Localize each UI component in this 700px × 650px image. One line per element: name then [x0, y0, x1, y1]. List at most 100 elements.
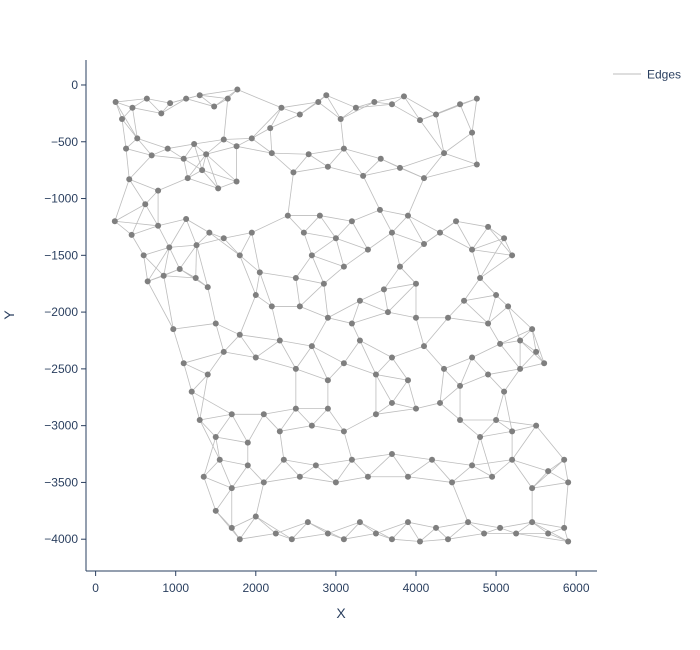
- graph-node[interactable]: [236, 252, 243, 259]
- graph-node[interactable]: [144, 278, 151, 285]
- graph-node[interactable]: [441, 365, 448, 372]
- graph-node[interactable]: [212, 320, 219, 327]
- graph-node[interactable]: [420, 175, 427, 182]
- graph-node[interactable]: [228, 485, 235, 492]
- graph-node[interactable]: [360, 172, 367, 179]
- graph-node[interactable]: [216, 456, 223, 463]
- graph-node[interactable]: [388, 536, 395, 543]
- graph-node[interactable]: [372, 411, 379, 418]
- graph-node[interactable]: [300, 229, 307, 236]
- graph-node[interactable]: [489, 473, 496, 480]
- graph-node[interactable]: [143, 95, 150, 102]
- graph-node[interactable]: [340, 360, 347, 367]
- graph-node[interactable]: [284, 212, 291, 219]
- graph-node[interactable]: [111, 218, 118, 225]
- graph-node[interactable]: [278, 104, 285, 111]
- graph-node[interactable]: [457, 382, 464, 389]
- graph-node[interactable]: [206, 229, 213, 236]
- graph-node[interactable]: [416, 538, 423, 545]
- graph-node[interactable]: [288, 536, 295, 543]
- graph-node[interactable]: [505, 303, 512, 310]
- graph-node[interactable]: [204, 371, 211, 378]
- graph-node[interactable]: [388, 451, 395, 458]
- graph-node[interactable]: [236, 331, 243, 338]
- graph-node[interactable]: [509, 456, 516, 463]
- graph-node[interactable]: [276, 337, 283, 344]
- graph-node[interactable]: [308, 343, 315, 350]
- graph-node[interactable]: [493, 416, 500, 423]
- graph-node[interactable]: [211, 103, 218, 110]
- graph-node[interactable]: [477, 434, 484, 441]
- graph-node[interactable]: [497, 524, 504, 531]
- graph-node[interactable]: [119, 116, 126, 123]
- graph-node[interactable]: [501, 388, 508, 395]
- graph-node[interactable]: [252, 292, 259, 299]
- graph-node[interactable]: [513, 530, 520, 537]
- graph-node[interactable]: [529, 326, 536, 333]
- graph-node[interactable]: [200, 473, 207, 480]
- graph-node[interactable]: [126, 176, 133, 183]
- graph-node[interactable]: [461, 297, 468, 304]
- graph-node[interactable]: [565, 538, 572, 545]
- graph-node[interactable]: [305, 151, 312, 158]
- graph-node[interactable]: [228, 524, 235, 531]
- graph-node[interactable]: [420, 343, 427, 350]
- graph-node[interactable]: [332, 235, 339, 242]
- graph-node[interactable]: [323, 92, 330, 99]
- graph-node[interactable]: [128, 231, 135, 238]
- graph-node[interactable]: [236, 536, 243, 543]
- graph-node[interactable]: [340, 536, 347, 543]
- graph-node[interactable]: [404, 377, 411, 384]
- graph-node[interactable]: [473, 95, 480, 102]
- graph-node[interactable]: [469, 246, 476, 253]
- graph-node[interactable]: [160, 272, 167, 279]
- graph-node[interactable]: [501, 235, 508, 242]
- graph-node[interactable]: [215, 185, 222, 192]
- graph-node[interactable]: [372, 530, 379, 537]
- graph-node[interactable]: [244, 439, 251, 446]
- graph-node[interactable]: [196, 92, 203, 99]
- graph-node[interactable]: [337, 116, 344, 123]
- graph-node[interactable]: [134, 135, 141, 142]
- graph-node[interactable]: [234, 86, 241, 93]
- graph-node[interactable]: [529, 485, 536, 492]
- graph-node[interactable]: [348, 456, 355, 463]
- graph-node[interactable]: [212, 507, 219, 514]
- graph-node[interactable]: [388, 399, 395, 406]
- graph-node[interactable]: [481, 530, 488, 537]
- graph-node[interactable]: [469, 354, 476, 361]
- graph-node[interactable]: [377, 155, 384, 162]
- graph-node[interactable]: [268, 303, 275, 310]
- graph-node[interactable]: [224, 95, 231, 102]
- graph-node[interactable]: [280, 456, 287, 463]
- graph-node[interactable]: [260, 411, 267, 418]
- graph-node[interactable]: [268, 150, 275, 157]
- graph-node[interactable]: [388, 354, 395, 361]
- graph-node[interactable]: [441, 150, 448, 157]
- graph-node[interactable]: [388, 229, 395, 236]
- graph-node[interactable]: [352, 104, 359, 111]
- graph-node[interactable]: [290, 169, 297, 176]
- graph-node[interactable]: [292, 365, 299, 372]
- graph-node[interactable]: [267, 125, 274, 132]
- graph-node[interactable]: [142, 201, 149, 208]
- graph-node[interactable]: [416, 117, 423, 124]
- graph-node[interactable]: [183, 95, 190, 102]
- graph-node[interactable]: [529, 519, 536, 526]
- graph-node[interactable]: [437, 399, 444, 406]
- graph-node[interactable]: [497, 340, 504, 347]
- graph-node[interactable]: [493, 292, 500, 299]
- graph-node[interactable]: [129, 104, 136, 111]
- graph-node[interactable]: [433, 524, 440, 531]
- graph-node[interactable]: [199, 167, 206, 174]
- graph-node[interactable]: [453, 218, 460, 225]
- graph-node[interactable]: [324, 314, 331, 321]
- graph-node[interactable]: [340, 263, 347, 270]
- graph-node[interactable]: [256, 269, 263, 276]
- graph-node[interactable]: [412, 280, 419, 287]
- graph-node[interactable]: [308, 422, 315, 429]
- graph-node[interactable]: [545, 468, 552, 475]
- graph-node[interactable]: [180, 155, 187, 162]
- graph-node[interactable]: [324, 530, 331, 537]
- graph-node[interactable]: [312, 462, 319, 469]
